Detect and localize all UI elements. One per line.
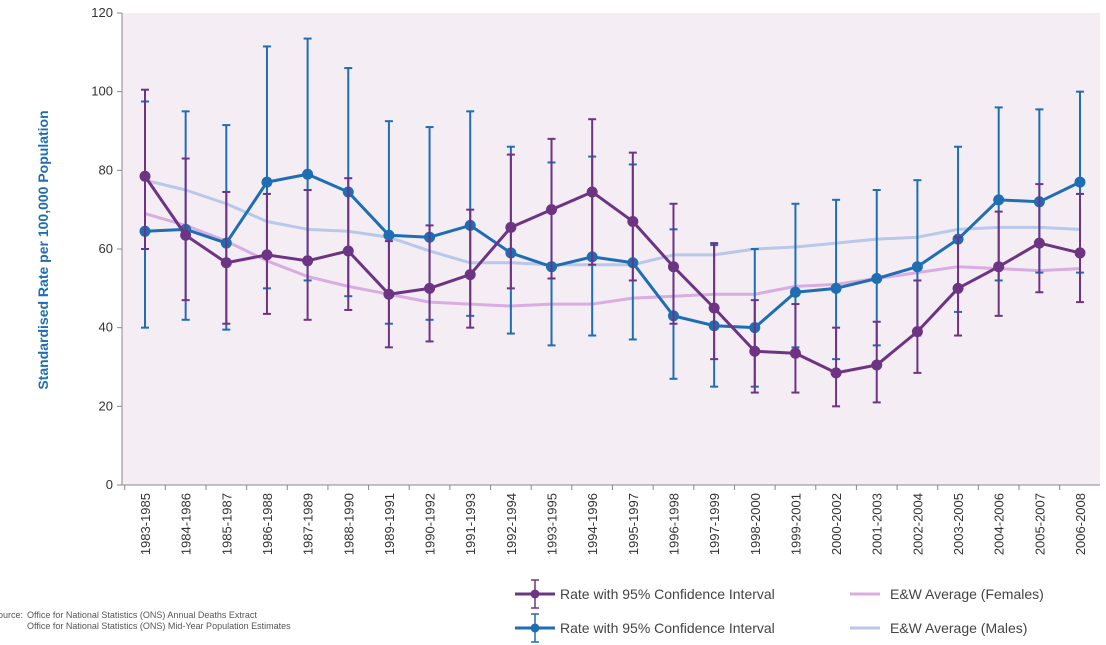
x-tick-label: 1989-1991 xyxy=(382,493,397,555)
y-tick-label: 40 xyxy=(99,320,113,335)
point xyxy=(139,170,151,182)
point xyxy=(546,204,558,216)
x-tick-label: 1990-1992 xyxy=(423,493,438,555)
x-tick-label: 1995-1997 xyxy=(626,493,641,555)
series-line xyxy=(144,172,1081,330)
point xyxy=(871,359,883,371)
point xyxy=(1033,237,1045,249)
point xyxy=(1074,247,1086,259)
x-tick-label: 2005-2007 xyxy=(1032,493,1047,555)
point xyxy=(627,215,639,227)
legend-marker xyxy=(530,589,540,599)
x-tick-label: 2004-2006 xyxy=(992,493,1007,555)
x-tick-label: 2001-2003 xyxy=(870,493,885,555)
error-bar xyxy=(506,153,515,290)
error-bar xyxy=(141,88,149,250)
x-tick-label: 1986-1988 xyxy=(260,493,275,555)
series-line xyxy=(144,178,1081,267)
point xyxy=(383,229,395,241)
point xyxy=(383,288,395,300)
x-tick-label: 1988-1990 xyxy=(341,493,356,555)
point xyxy=(667,261,679,273)
legend-label: E&W Average (Males) xyxy=(890,620,1027,636)
y-tick-label: 0 xyxy=(106,477,113,492)
legend-marker xyxy=(530,623,540,633)
point xyxy=(993,194,1005,206)
point xyxy=(180,229,192,241)
series xyxy=(139,88,1086,408)
x-tick-label: 2006-2008 xyxy=(1073,493,1088,555)
legend-item: Rate with 95% Confidence Interval xyxy=(515,579,775,609)
y-tick-label: 60 xyxy=(99,241,113,256)
point xyxy=(505,221,517,233)
point xyxy=(830,367,842,379)
y-tick-label: 80 xyxy=(99,162,113,177)
y-tick-label: 100 xyxy=(91,84,113,99)
point xyxy=(749,345,761,357)
error-bar xyxy=(344,177,353,311)
legend-item: Rate with 95% Confidence Interval xyxy=(515,613,775,643)
error-bar xyxy=(303,189,312,321)
point xyxy=(993,261,1005,273)
point xyxy=(424,282,436,294)
series-line xyxy=(143,175,1081,375)
point xyxy=(952,282,964,294)
y-tick-label: 20 xyxy=(99,398,113,413)
legend-item: E&W Average (Females) xyxy=(850,586,1044,602)
error-bar xyxy=(466,208,475,329)
x-tick-label: 2002-2004 xyxy=(910,493,925,555)
point xyxy=(789,347,801,359)
legend-label: Rate with 95% Confidence Interval xyxy=(560,620,775,636)
x-tick-label: 1999-2001 xyxy=(788,493,803,555)
error-bar xyxy=(181,157,190,302)
x-tick-label: 1998-2000 xyxy=(748,493,763,555)
error-bar xyxy=(710,242,719,361)
point xyxy=(830,282,842,294)
legend-item: E&W Average (Males) xyxy=(850,620,1027,636)
point xyxy=(302,255,314,267)
x-tick-label: 2003-2005 xyxy=(951,493,966,555)
point xyxy=(586,186,598,198)
point xyxy=(261,176,273,188)
x-tick-label: 1987-1989 xyxy=(301,493,316,555)
point xyxy=(220,257,232,269)
legend-label: E&W Average (Females) xyxy=(890,586,1044,602)
point xyxy=(342,245,354,257)
x-tick-label: 1994-1996 xyxy=(585,493,600,555)
source-text: Office for National Statistics (ONS) Ann… xyxy=(27,610,257,620)
point xyxy=(1074,176,1086,188)
point xyxy=(789,286,801,298)
x-tick-label: 1983-1985 xyxy=(138,493,153,555)
source-label: Source: xyxy=(0,610,23,620)
x-tick-label: 1985-1987 xyxy=(219,493,234,555)
point xyxy=(911,261,923,273)
y-axis-label: Standardised Rate per 100,000 Population xyxy=(35,110,51,389)
series xyxy=(144,212,1081,308)
point xyxy=(708,302,720,314)
x-tick-label: 2000-2002 xyxy=(829,493,844,555)
series xyxy=(144,178,1081,267)
x-tick-label: 1993-1995 xyxy=(545,493,560,555)
x-tick-label: 1984-1986 xyxy=(179,493,194,555)
x-tick-label: 1992-1994 xyxy=(504,493,519,555)
point xyxy=(911,326,923,338)
x-tick-label: 1997-1999 xyxy=(707,493,722,555)
error-bar xyxy=(832,326,841,408)
point xyxy=(464,269,476,281)
legend-label: Rate with 95% Confidence Interval xyxy=(560,586,775,602)
point xyxy=(261,249,273,261)
point xyxy=(871,273,883,284)
x-tick-label: 1991-1993 xyxy=(463,493,478,555)
series-line xyxy=(144,212,1081,308)
source-text: Office for National Statistics (ONS) Mid… xyxy=(27,621,291,631)
y-tick-label: 120 xyxy=(91,5,113,20)
point xyxy=(302,168,314,180)
plot-area xyxy=(122,13,1100,485)
x-tick-label: 1996-1998 xyxy=(666,493,681,555)
